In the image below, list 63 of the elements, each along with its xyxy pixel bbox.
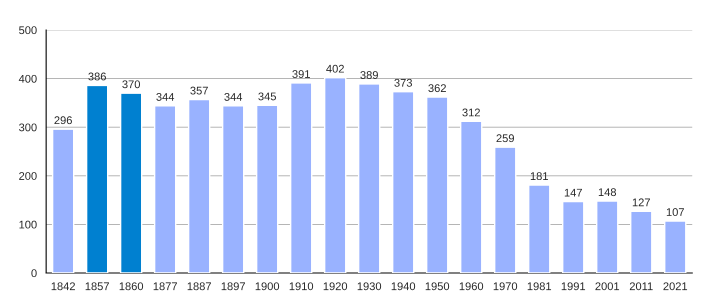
data-label: 402: [326, 64, 344, 73]
data-label: 181: [530, 172, 548, 180]
bar: [664, 220, 686, 273]
data-label: 373: [394, 78, 412, 87]
y-tick-label: 100: [19, 220, 37, 229]
x-tick-label: 1857: [86, 282, 109, 290]
data-label: 127: [632, 198, 650, 206]
bar: [256, 104, 278, 273]
bar: [154, 105, 176, 273]
bar: [426, 96, 448, 273]
x-tick-label: 1842: [52, 282, 75, 290]
y-tick-label: 200: [19, 172, 37, 180]
x-tick-label: 1897: [222, 282, 245, 290]
data-label: 345: [258, 92, 276, 100]
x-tick-label: 1877: [154, 282, 177, 290]
data-label: 312: [462, 108, 480, 116]
x-tick-label: 1920: [324, 282, 348, 290]
bar: [392, 91, 414, 273]
bar: [528, 184, 550, 273]
bar: [52, 128, 74, 273]
bar: [120, 92, 142, 273]
data-label: 391: [292, 70, 310, 78]
bar: [86, 84, 108, 273]
y-tick-label: 400: [18, 74, 37, 83]
bar: [460, 120, 482, 273]
data-label: 386: [88, 72, 106, 80]
x-tick-label: 1910: [290, 282, 314, 290]
data-label: 357: [190, 86, 208, 95]
bar: [358, 83, 380, 273]
x-tick-label: 1991: [562, 282, 586, 290]
data-label: 362: [428, 84, 446, 92]
data-label: 370: [122, 80, 140, 88]
x-tick-label: 2001: [595, 282, 620, 290]
x-tick-label: 1860: [120, 282, 144, 290]
data-label: 259: [496, 134, 514, 142]
bar: [494, 146, 516, 273]
bar: [222, 105, 244, 273]
x-tick-label: 1960: [460, 282, 484, 290]
bar: [562, 200, 584, 273]
bar: [596, 200, 618, 273]
data-label: 148: [598, 188, 616, 196]
x-tick-label: 1940: [392, 282, 416, 290]
data-label: 344: [156, 92, 174, 101]
y-tick-label: 300: [19, 123, 37, 132]
x-tick-label: 1950: [426, 282, 450, 290]
data-label: 296: [54, 116, 72, 124]
x-tick-label: 1970: [494, 282, 518, 290]
x-tick-label: 1900: [256, 282, 280, 290]
data-label: 107: [666, 208, 684, 216]
x-tick-label: 1930: [358, 282, 382, 290]
bar: [324, 76, 346, 273]
data-label: 344: [224, 92, 242, 101]
x-tick-label: 2021: [663, 282, 688, 290]
x-tick-label: 1981: [528, 282, 552, 290]
bar: [290, 82, 312, 273]
y-tick-label: 0: [31, 269, 37, 278]
data-label: 389: [360, 71, 378, 79]
y-tick-label: 500: [19, 26, 37, 34]
x-tick-label: 2011: [630, 282, 653, 290]
bar: [630, 210, 652, 273]
x-tick-label: 1887: [188, 282, 211, 290]
data-label: 147: [564, 188, 582, 196]
bar: [188, 98, 210, 273]
